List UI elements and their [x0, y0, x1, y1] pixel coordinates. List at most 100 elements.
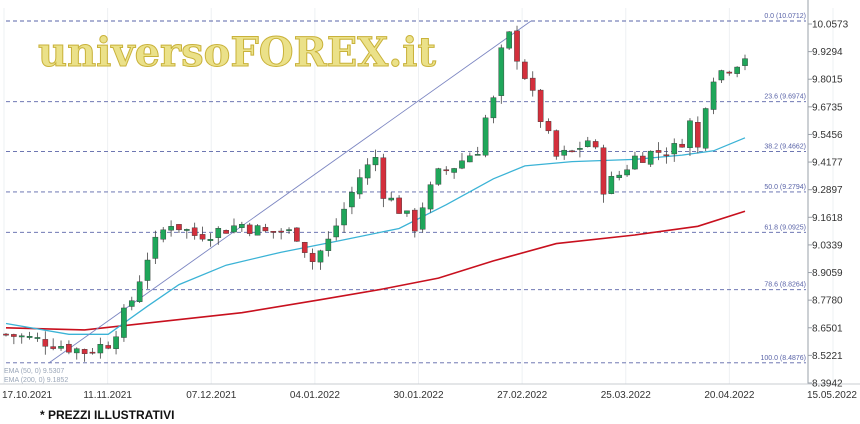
- candle: [309, 248, 316, 270]
- candle: [584, 136, 591, 148]
- fib-level-label: 23.6 (9.6974): [764, 94, 806, 101]
- indicator-legend-item: EMA (50, 0) 9.5307: [4, 368, 64, 375]
- candle: [215, 226, 222, 245]
- y-tick-label: 8.3942: [812, 379, 843, 390]
- candle: [467, 152, 473, 163]
- candle: [356, 169, 363, 199]
- candle: [270, 231, 277, 239]
- fib-level-label: 0.0 (10.0712): [764, 13, 806, 20]
- candle: [742, 54, 748, 71]
- candle: [254, 224, 261, 236]
- candle: [239, 221, 245, 232]
- candle: [278, 228, 284, 240]
- candle: [246, 222, 253, 237]
- candle: [553, 129, 560, 160]
- candle: [388, 192, 395, 202]
- candle: [364, 158, 371, 185]
- candle: [66, 340, 72, 355]
- candle: [474, 146, 481, 156]
- candle: [26, 331, 33, 340]
- candle: [569, 149, 575, 153]
- candle: [639, 152, 646, 163]
- candle: [144, 252, 151, 289]
- y-tick-label: 9.8015: [812, 75, 843, 86]
- candle: [223, 229, 229, 234]
- candle: [726, 70, 733, 76]
- candle: [427, 181, 434, 213]
- candle: [301, 241, 308, 258]
- x-tick-label: 07.12.2021: [186, 390, 236, 401]
- candle: [11, 333, 17, 345]
- candle: [81, 348, 88, 362]
- candle: [396, 195, 402, 214]
- y-tick-label: 10.0573: [812, 20, 849, 31]
- fib-level-label: 50.0 (9.2794): [764, 184, 806, 191]
- candle: [168, 220, 174, 237]
- candle: [404, 210, 410, 217]
- candle: [113, 330, 119, 355]
- candle: [191, 222, 198, 240]
- candle: [73, 347, 80, 360]
- candle: [577, 141, 583, 158]
- candle: [136, 275, 143, 303]
- candle: [537, 88, 544, 128]
- candle: [592, 139, 599, 150]
- candle: [317, 249, 324, 270]
- candle: [702, 107, 709, 152]
- candle: [734, 66, 740, 78]
- candle: [506, 31, 512, 50]
- footnote: * PREZZI ILLUSTRATIVI: [40, 408, 175, 422]
- y-tick-label: 9.0339: [812, 240, 843, 251]
- fib-level-label: 38.2 (9.4662): [764, 144, 806, 151]
- candle: [18, 333, 25, 344]
- x-tick-label: 20.04.2022: [704, 390, 754, 401]
- candle: [514, 25, 520, 70]
- candles: [3, 25, 748, 362]
- y-tick-label: 9.6735: [812, 102, 843, 113]
- candle: [34, 332, 41, 342]
- ema-200-line: [5, 210, 746, 331]
- y-tick-label: 8.7780: [812, 296, 843, 307]
- candle: [294, 227, 300, 242]
- candle: [655, 142, 662, 161]
- candle: [152, 230, 159, 264]
- candle: [128, 296, 135, 311]
- candle: [718, 69, 725, 84]
- candle: [207, 233, 214, 247]
- candle: [451, 167, 457, 179]
- candle: [679, 138, 685, 148]
- candle: [412, 208, 418, 238]
- x-tick-label: 30.01.2022: [393, 390, 443, 401]
- candle: [529, 71, 536, 97]
- fib-level-label: 61.8 (9.0925): [764, 224, 806, 231]
- candle: [121, 304, 127, 342]
- candle: [647, 150, 654, 168]
- fib-level-label: 78.6 (8.8264): [764, 282, 806, 289]
- candle: [443, 166, 450, 175]
- candle: [687, 118, 693, 156]
- candle: [42, 331, 49, 355]
- candle: [561, 145, 567, 160]
- y-tick-label: 9.2897: [812, 185, 843, 196]
- candle: [419, 202, 426, 233]
- candle: [435, 167, 442, 186]
- y-tick-label: 9.1618: [812, 213, 843, 224]
- candle: [286, 227, 292, 234]
- x-tick-label: 11.11.2021: [83, 390, 132, 401]
- candle: [325, 231, 332, 257]
- y-tick-label: 9.5456: [812, 130, 843, 141]
- candle: [160, 227, 167, 243]
- candle: [58, 340, 64, 351]
- candle: [498, 44, 505, 104]
- x-tick-label: 25.03.2022: [601, 390, 651, 401]
- candle: [341, 202, 347, 233]
- y-tick-label: 8.5221: [812, 351, 843, 362]
- axes: 10.0573 9.9294 9.8015 9.6735 9.5456 9.4177 9.2…: [0, 0, 860, 401]
- candle: [372, 149, 379, 172]
- indicator-legend-item: EMA (200, 0) 9.1852: [4, 377, 68, 384]
- candle: [333, 218, 339, 241]
- candle: [545, 118, 552, 134]
- fib-level-label: 100.0 (8.4876): [760, 355, 806, 362]
- x-tick-label: 15.05.2022: [807, 390, 857, 401]
